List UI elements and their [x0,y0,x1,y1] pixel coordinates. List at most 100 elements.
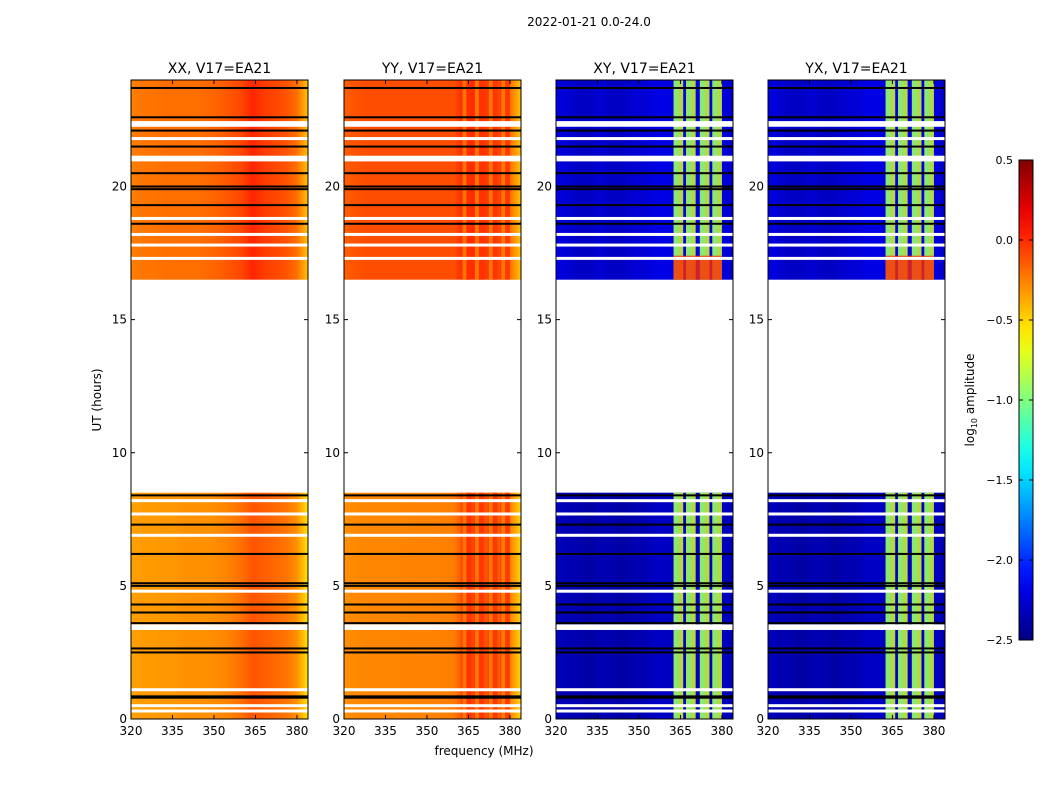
rfi-column-shade [925,492,930,719]
flagged-row-black [131,603,308,606]
heatmap-block-early [131,492,308,719]
x-tick-label: 335 [161,724,184,738]
colorbar-tick-label: −2.0 [986,554,1013,567]
flagged-row-black [556,222,733,225]
flagged-row-white [131,256,308,260]
flagged-row-white [556,624,733,628]
y-tick-label: 5 [119,579,127,593]
flagged-row-white [556,256,733,260]
flagged-row-black [344,622,521,625]
rfi-column-shade [912,80,917,280]
flagged-row-black [556,116,733,119]
x-tick-label: 335 [374,724,397,738]
flagged-row-white [131,123,308,127]
flagged-row-black [768,188,945,191]
panel-title: XX, V17=EA21 [168,61,271,77]
flagged-row-black [556,185,733,188]
flagged-row-white [556,533,733,537]
flagged-row-black [131,611,308,614]
flagged-row-black [131,651,308,654]
flagged-row-black [344,145,521,148]
flagged-row-white [131,626,308,630]
flagged-row-white [768,123,945,127]
rfi-burst [885,255,934,280]
y-tick-label: 10 [537,446,552,460]
flagged-row-white [131,243,308,247]
rfi-column-shade [925,80,930,280]
rfi-column-shade [488,492,493,719]
colorbar-tick-label: −2.5 [986,634,1013,647]
flagged-row-black [768,695,945,698]
flagged-row-black [768,603,945,606]
flagged-row-white [556,589,733,593]
flagged-row-white [344,688,521,692]
colorbar-tick-label: 0.0 [996,234,1014,247]
flagged-row-black [344,584,521,587]
flagged-row-white [768,155,945,159]
flagged-row-white [556,123,733,127]
heatmap-block-late [131,80,308,280]
flagged-row-white [131,589,308,593]
rfi-column-shade [686,80,691,280]
x-tick-label: 365 [669,724,692,738]
y-tick-label: 0 [756,712,764,726]
flagged-row-black [556,552,733,555]
y-axis-label: UT (hours) [90,368,104,431]
flagged-row-black [131,204,308,207]
y-tick-label: 5 [544,579,552,593]
x-tick-label: 380 [498,724,521,738]
flagged-row-white [768,704,945,708]
y-tick-label: 15 [325,313,340,327]
x-tick-label: 380 [285,724,308,738]
flagged-row-white [344,704,521,708]
flagged-row-white [344,216,521,220]
flagged-row-white [556,709,733,713]
panel-title: YY, V17=EA21 [381,61,483,77]
rfi-column-shade [713,80,718,280]
flagged-row-black [344,222,521,225]
y-tick-label: 10 [749,446,764,460]
flagged-row-black [768,582,945,585]
flagged-row-black [344,185,521,188]
y-tick-label: 15 [749,313,764,327]
flagged-row-black [131,172,308,175]
rfi-column-shade [886,492,891,719]
flagged-row-white [556,232,733,236]
flagged-row-black [556,695,733,698]
x-tick-label: 365 [457,724,480,738]
flagged-row-white [556,704,733,708]
flagged-row-white [344,158,521,162]
x-axis-label: frequency (MHz) [434,744,533,758]
flagged-row-black [768,611,945,614]
flagged-row-white [768,256,945,260]
flagged-row-black [131,185,308,188]
rfi-column-shade [462,492,467,719]
flagged-row-black [768,494,945,497]
rfi-column-shade [474,80,479,280]
colorbar-tick-label: 0.5 [996,154,1014,167]
flagged-row-black [556,145,733,148]
rfi-burst [673,255,722,280]
rfi-column-shade [462,80,467,280]
flagged-row-black [556,611,733,614]
flagged-row-black [131,494,308,497]
flagged-row-black [556,86,733,89]
x-tick-label: 350 [203,724,226,738]
flagged-row-white [768,589,945,593]
flagged-row-black [768,622,945,625]
flagged-row-white [768,626,945,630]
rfi-column-shade [713,492,718,719]
flagged-row-black [131,523,308,526]
figure-suptitle: 2022-01-21 0.0-24.0 [527,15,651,29]
flagged-row-white [131,232,308,236]
y-tick-label: 5 [756,579,764,593]
flagged-row-white [131,216,308,220]
flagged-row-black [344,523,521,526]
flagged-row-black [556,129,733,132]
panel-frame [343,79,522,720]
flagged-row-black [556,584,733,587]
flagged-row-white [556,121,733,125]
flagged-row-black [556,603,733,606]
flagged-row-black [344,552,521,555]
